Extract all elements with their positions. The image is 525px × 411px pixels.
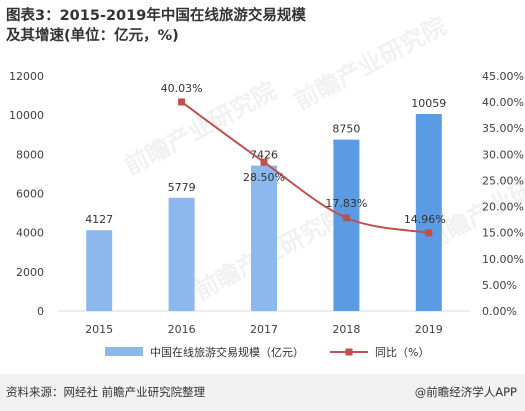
legend-swatch-marker: [345, 348, 353, 356]
bar: [168, 197, 195, 311]
chart-canvas: 前瞻产业研究院前瞻产业研究院前瞻产业研究院前瞻产业研究院020004000600…: [9, 12, 525, 359]
line-value-label: 28.50%: [243, 171, 285, 184]
x-tick-label: 2015: [85, 323, 113, 336]
bar-value-label: 5779: [168, 181, 196, 194]
x-tick-label: 2017: [250, 323, 278, 336]
line-point: [342, 214, 350, 222]
legend-label-bar: 中国在线旅游交易规模（亿元）: [150, 345, 304, 359]
bar: [333, 139, 360, 311]
y-tick-label: 6000: [16, 188, 44, 201]
y-tick-label: 0: [37, 305, 44, 318]
y2-tick-label: 20.00%: [482, 201, 524, 214]
bar-value-label: 4127: [85, 213, 113, 226]
y2-tick-label: 35.00%: [482, 122, 524, 135]
y2-tick-label: 10.00%: [482, 253, 524, 266]
brand-text: @前瞻经济学人APP: [414, 385, 517, 399]
y2-tick-label: 15.00%: [482, 227, 524, 240]
line-value-label: 17.83%: [325, 197, 367, 210]
y2-tick-label: 25.00%: [482, 174, 524, 187]
x-tick-label: 2018: [332, 323, 360, 336]
legend-swatch-bar: [105, 347, 143, 356]
bar: [86, 230, 113, 311]
legend-label-line: 同比（%）: [375, 346, 429, 359]
bar-value-label: 10059: [411, 97, 446, 110]
y-tick-label: 4000: [16, 227, 44, 240]
y2-tick-label: 5.00%: [482, 279, 517, 292]
brand-label: @前瞻经济学人APP: [415, 384, 517, 400]
bar-value-label: 8750: [332, 123, 360, 136]
y-tick-label: 10000: [9, 109, 44, 122]
bar: [415, 114, 442, 311]
y-tick-label: 8000: [16, 148, 44, 161]
y2-tick-label: 45.00%: [482, 70, 524, 83]
line-point: [178, 98, 186, 106]
y-tick-label: 12000: [9, 70, 44, 83]
footer-bar: 资料来源：网经社 前瞻产业研究院整理 @前瞻经济学人APP: [0, 374, 525, 411]
x-tick-label: 2016: [168, 323, 196, 336]
x-tick-label: 2019: [415, 323, 443, 336]
y2-tick-label: 0.00%: [482, 305, 517, 318]
growth-line: [181, 101, 429, 234]
bar: [251, 165, 277, 311]
line-value-label: 40.03%: [161, 82, 203, 95]
y2-tick-label: 40.00%: [482, 96, 524, 109]
y-tick-label: 2000: [16, 266, 44, 279]
line-point: [425, 229, 433, 237]
source-note: 资料来源：网经社 前瞻产业研究院整理: [6, 385, 206, 399]
y2-tick-label: 30.00%: [482, 148, 524, 161]
line-point: [260, 158, 268, 166]
line-value-label: 14.96%: [404, 213, 446, 226]
chart-title: 图表3：2015-2019年中国在线旅游交易规模及其增速(单位：亿元，%): [6, 8, 306, 44]
